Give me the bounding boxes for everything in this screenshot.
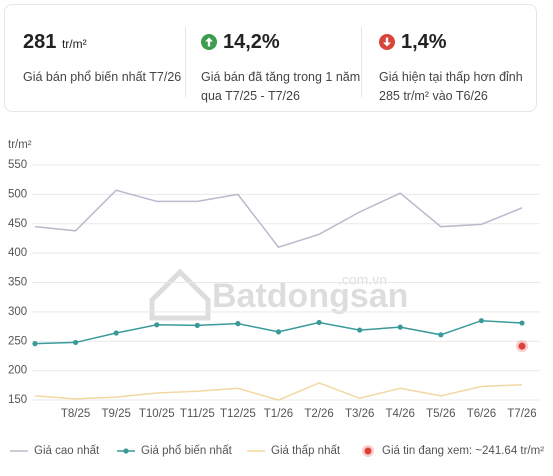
- x-tick-label: T3/26: [345, 408, 374, 420]
- point: [194, 322, 200, 328]
- series-line: [34, 189, 523, 249]
- x-tick-label: T8/25: [61, 408, 90, 420]
- stat-label: Giá bán đã tăng trong 1 năm qua T7/25 - …: [201, 70, 361, 103]
- unit: tr/m²: [61, 37, 87, 51]
- watermark-brand: Batdongsan: [212, 277, 408, 315]
- point: [275, 329, 282, 335]
- point: [113, 330, 119, 336]
- value: 281: [23, 31, 57, 53]
- y-tick-label: 200: [8, 365, 27, 377]
- point: [235, 321, 241, 327]
- y-tick-label: 400: [8, 247, 27, 259]
- value: 1,4%: [401, 31, 447, 53]
- point: [32, 341, 38, 347]
- stats-card: 281 tr/m² Giá bán phổ biến nhất T7/26 14…: [4, 4, 537, 112]
- y-tick-label: 150: [8, 394, 27, 406]
- point: [72, 339, 79, 346]
- point: [316, 319, 322, 326]
- series-line: [34, 382, 523, 401]
- y-tick-label: 250: [8, 335, 27, 347]
- stat: 14,2% Giá bán đã tăng trong 1 năm qua T7…: [201, 31, 361, 106]
- point: [154, 322, 160, 328]
- point: [438, 332, 444, 338]
- separator: [361, 27, 362, 97]
- point: [519, 320, 525, 326]
- separator: [185, 27, 186, 97]
- value: 14,2%: [223, 31, 280, 53]
- x-tick-label: T11/25: [180, 408, 215, 420]
- x-tick-label: T2/26: [304, 408, 333, 420]
- y-axis-label: tr/m²: [8, 139, 32, 151]
- x-tick-label: T9/25: [101, 408, 130, 420]
- up-icon: [201, 34, 217, 50]
- point: [357, 327, 363, 333]
- legend-label: Giá thấp nhất: [271, 445, 341, 457]
- x-tick-label: T4/26: [386, 408, 415, 420]
- x-tick-label: T12/25: [220, 408, 256, 420]
- y-tick-label: 500: [8, 188, 27, 200]
- stat-value: 281 tr/m²: [23, 31, 183, 54]
- x-tick-label: T1/26: [264, 408, 293, 420]
- y-tick-label: 450: [8, 218, 27, 230]
- down-icon: [379, 34, 395, 50]
- watermark: Batdongsan .com.vn: [149, 268, 408, 321]
- x-tick-label: T10/25: [139, 408, 175, 420]
- stat: 281 tr/m² Giá bán phổ biến nhất T7/26: [23, 31, 183, 87]
- x-tick-label: T6/26: [467, 408, 496, 420]
- watermark-domain: .com.vn: [338, 272, 387, 288]
- x-tick-label: T7/26: [507, 408, 536, 420]
- stat-label: Giá bán phổ biến nhất T7/26: [23, 70, 182, 84]
- current-listing-point: [518, 342, 526, 350]
- x-tick-label: T5/26: [426, 408, 455, 420]
- stat-label: Giá hiện tại thấp hơn đỉnh 285 tr/m² vào…: [379, 70, 523, 103]
- legend-dot: [364, 447, 372, 455]
- legend-label: Giá phổ biến nhất: [141, 445, 233, 457]
- point: [478, 318, 485, 324]
- y-tick-label: 350: [8, 277, 27, 289]
- y-tick-label: 550: [8, 159, 27, 171]
- legend-dot: [123, 448, 129, 454]
- legend-label: Giá cao nhất: [34, 445, 100, 457]
- y-tick-label: 300: [8, 306, 27, 318]
- legend-label: Giá tin đang xem: ~241.64 tr/m²: [382, 445, 544, 457]
- point: [397, 324, 403, 330]
- stat: 1,4% Giá hiện tại thấp hơn đỉnh 285 tr/m…: [379, 31, 539, 106]
